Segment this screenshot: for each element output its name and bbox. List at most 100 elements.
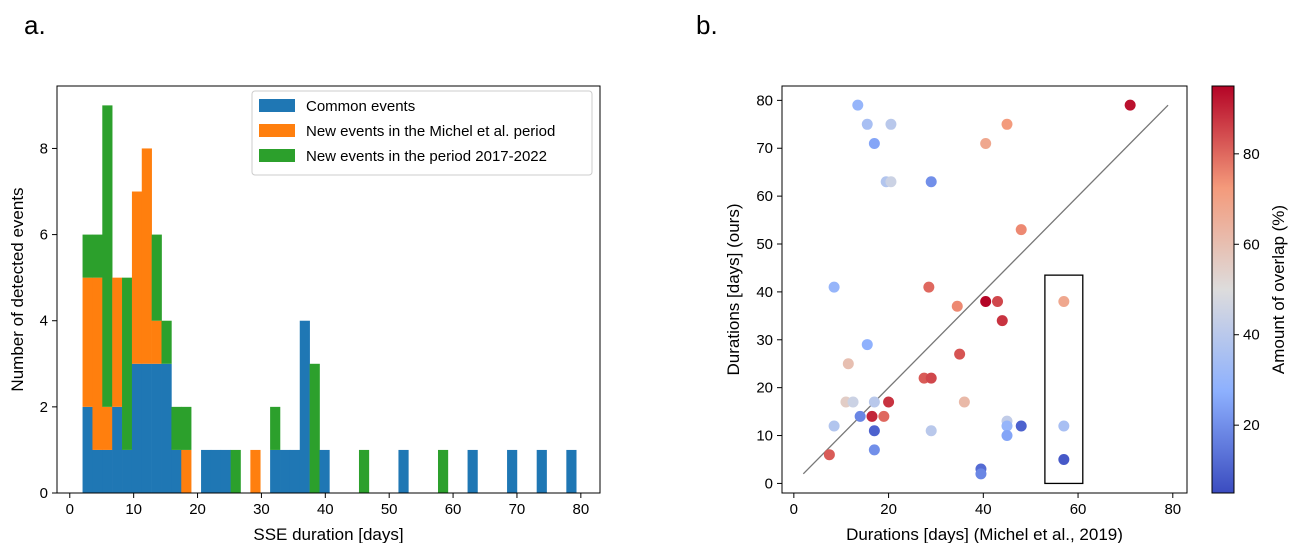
x-tick-label: 0: [66, 501, 74, 518]
scatter-point: [842, 358, 854, 370]
y-tick-label: 4: [40, 313, 48, 330]
bar-common: [92, 449, 103, 493]
x-tick-label: 20: [880, 501, 897, 518]
bar-common: [536, 449, 547, 493]
bar-common: [112, 406, 123, 493]
scatter-point: [980, 295, 992, 307]
plot-frame: [56, 85, 601, 494]
scatter-point: [866, 410, 878, 422]
y-tick-label: 0: [40, 485, 48, 502]
bar-common: [398, 449, 409, 493]
y-tick-label: 60: [756, 188, 773, 205]
scatter-point: [823, 449, 835, 461]
scatter-point: [1015, 224, 1027, 236]
legend-box: [251, 90, 593, 176]
x-axis-label: Durations [days] (Michel et al., 2019): [846, 525, 1123, 543]
bar-new: [92, 234, 103, 278]
scatter-point: [847, 396, 859, 408]
bar-michel: [82, 277, 93, 407]
x-tick-label: 20: [189, 501, 206, 518]
scatter-point: [828, 281, 840, 293]
bar-new: [161, 320, 172, 364]
scatter-point: [1058, 453, 1070, 465]
bar-common: [131, 363, 143, 493]
x-tick-label: 60: [445, 501, 462, 518]
x-tick-label: 70: [509, 501, 526, 518]
x-tick-label: 0: [790, 501, 798, 518]
bar-michel: [92, 277, 103, 450]
plot-frame: [781, 85, 1188, 494]
colorbar-tick-label: 80: [1243, 146, 1260, 163]
scatter-point: [861, 118, 873, 130]
x-tick-label: 60: [1070, 501, 1087, 518]
scatter-point: [885, 176, 897, 188]
scatter-chart: 0 20 40 60 80 0 10 20 30 40 50 60 70 80 Durations [day…: [724, 85, 1288, 543]
y-tick-label: 80: [756, 92, 773, 109]
panel-label-a: a.: [24, 10, 46, 40]
x-tick-label: 40: [317, 501, 334, 518]
bar-common: [289, 449, 301, 493]
bar-common: [507, 449, 518, 493]
bar-common: [467, 449, 478, 493]
scatter-point: [1058, 295, 1070, 307]
identity-line: [802, 104, 1169, 475]
y-axis-label: Number of detected events: [8, 187, 27, 391]
scatter-point: [980, 137, 992, 149]
histogram-chart: 0 10 20 30 40 50 60 70 80 0 2 4 6 8 SSE duration [days…: [8, 85, 601, 543]
bar-new: [309, 363, 320, 493]
scatter-point: [954, 348, 966, 360]
y-tick-label: 8: [40, 140, 48, 157]
scatter-point: [951, 300, 963, 312]
y-tick-label: 6: [40, 227, 48, 244]
scatter-point: [828, 420, 840, 432]
colorbar-tick-label: 60: [1243, 236, 1260, 253]
bar-new: [270, 406, 281, 450]
scatter-points: [823, 99, 1136, 480]
legend-swatch: [259, 149, 295, 162]
scatter-point: [1015, 420, 1027, 432]
bar-new: [437, 449, 449, 493]
x-tick-label: 50: [381, 501, 398, 518]
scatter-point: [868, 444, 880, 456]
bar-common: [102, 449, 113, 493]
scatter-point: [975, 468, 987, 480]
scatter-point: [861, 339, 873, 351]
x-axis-label: SSE duration [days]: [253, 525, 403, 543]
bar-michel: [141, 148, 152, 364]
bar-michel: [181, 449, 192, 493]
x-tick-label: 30: [253, 501, 270, 518]
bar-common: [151, 363, 162, 493]
bar-common: [82, 406, 93, 493]
legend-entry: New events in the period 2017-2022: [306, 148, 547, 165]
scatter-point: [878, 410, 890, 422]
bar-new: [230, 449, 241, 493]
y-tick-label: 2: [40, 399, 48, 416]
bar-michel: [112, 277, 123, 407]
bar-common: [171, 449, 182, 493]
bar-common: [319, 449, 330, 493]
scatter-point: [1001, 430, 1013, 442]
x-tick-label: 10: [125, 501, 142, 518]
bar-new: [151, 234, 162, 321]
scatter-point: [883, 396, 895, 408]
bar-common: [299, 320, 310, 493]
x-tick-label: 80: [1164, 501, 1181, 518]
y-tick-label: 10: [756, 428, 773, 445]
scatter-point: [885, 118, 897, 130]
scatter-point: [1058, 420, 1070, 432]
bar-michel: [102, 406, 113, 450]
scatter-point: [1001, 118, 1013, 130]
colorbar-label: Amount of overlap (%): [1269, 205, 1288, 374]
legend: Common events New events in the Michel et…: [251, 90, 593, 176]
scatter-point: [868, 425, 880, 437]
scatter-point: [868, 396, 880, 408]
legend-swatch: [259, 124, 295, 137]
y-tick-label: 20: [756, 380, 773, 397]
scatter-point: [925, 425, 937, 437]
bar-common: [220, 449, 231, 493]
bar-new: [82, 234, 93, 278]
bar-common: [210, 449, 222, 493]
legend-swatch: [259, 99, 295, 112]
y-axis-label: Durations [days] (ours): [724, 204, 743, 376]
highlight-box: [1044, 274, 1084, 485]
